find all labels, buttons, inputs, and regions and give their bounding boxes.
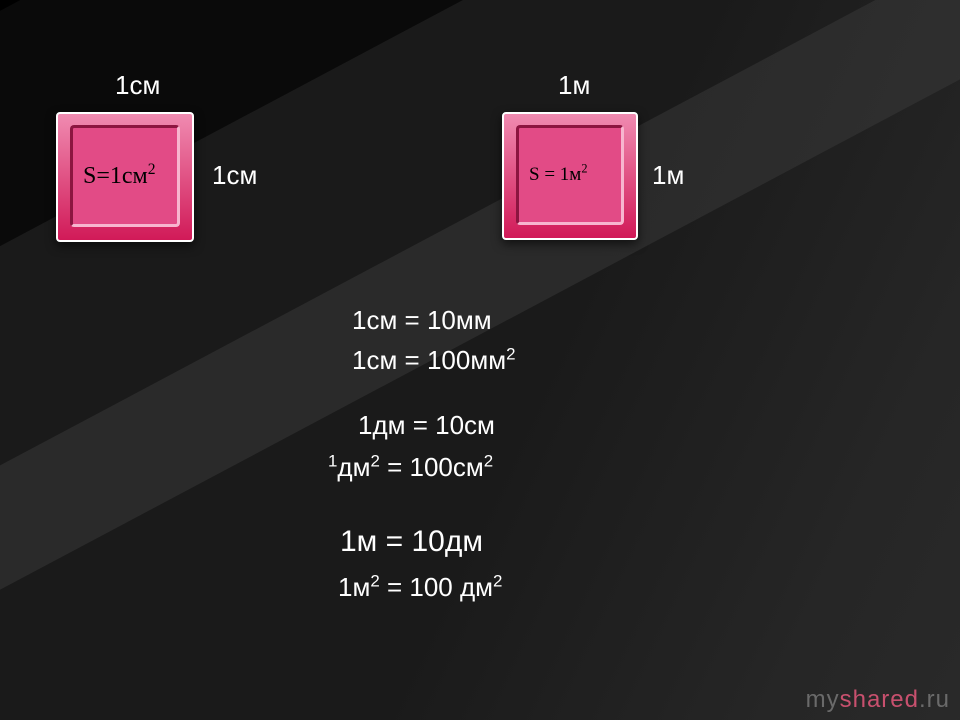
equation-5: 1м2 = 100 дм2 <box>338 572 502 603</box>
unit-square-cm-label: S=1см2 <box>83 163 156 190</box>
unit-square-m-face: S = 1м2 <box>516 125 624 225</box>
equation-4: 1м = 10дм <box>340 525 483 559</box>
equation-2: 1дм = 10см <box>358 410 495 441</box>
watermark-prefix: my <box>806 686 840 713</box>
watermark-brand: shared <box>840 686 919 713</box>
label-cm_right: 1см <box>212 160 257 191</box>
watermark: myshared.ru <box>806 686 950 714</box>
equation-3: 1дм2 = 100см2 <box>328 452 493 483</box>
watermark-suffix: .ru <box>919 686 950 713</box>
equation-1: 1см = 100мм2 <box>352 345 516 376</box>
label-cm_top: 1см <box>115 70 160 101</box>
label-m_top: 1м <box>558 70 590 101</box>
unit-square-m-label: S = 1м2 <box>529 164 587 186</box>
unit-square-cm-face: S=1см2 <box>70 125 180 227</box>
label-m_right: 1м <box>652 160 684 191</box>
equation-0: 1см = 10мм <box>352 305 492 336</box>
